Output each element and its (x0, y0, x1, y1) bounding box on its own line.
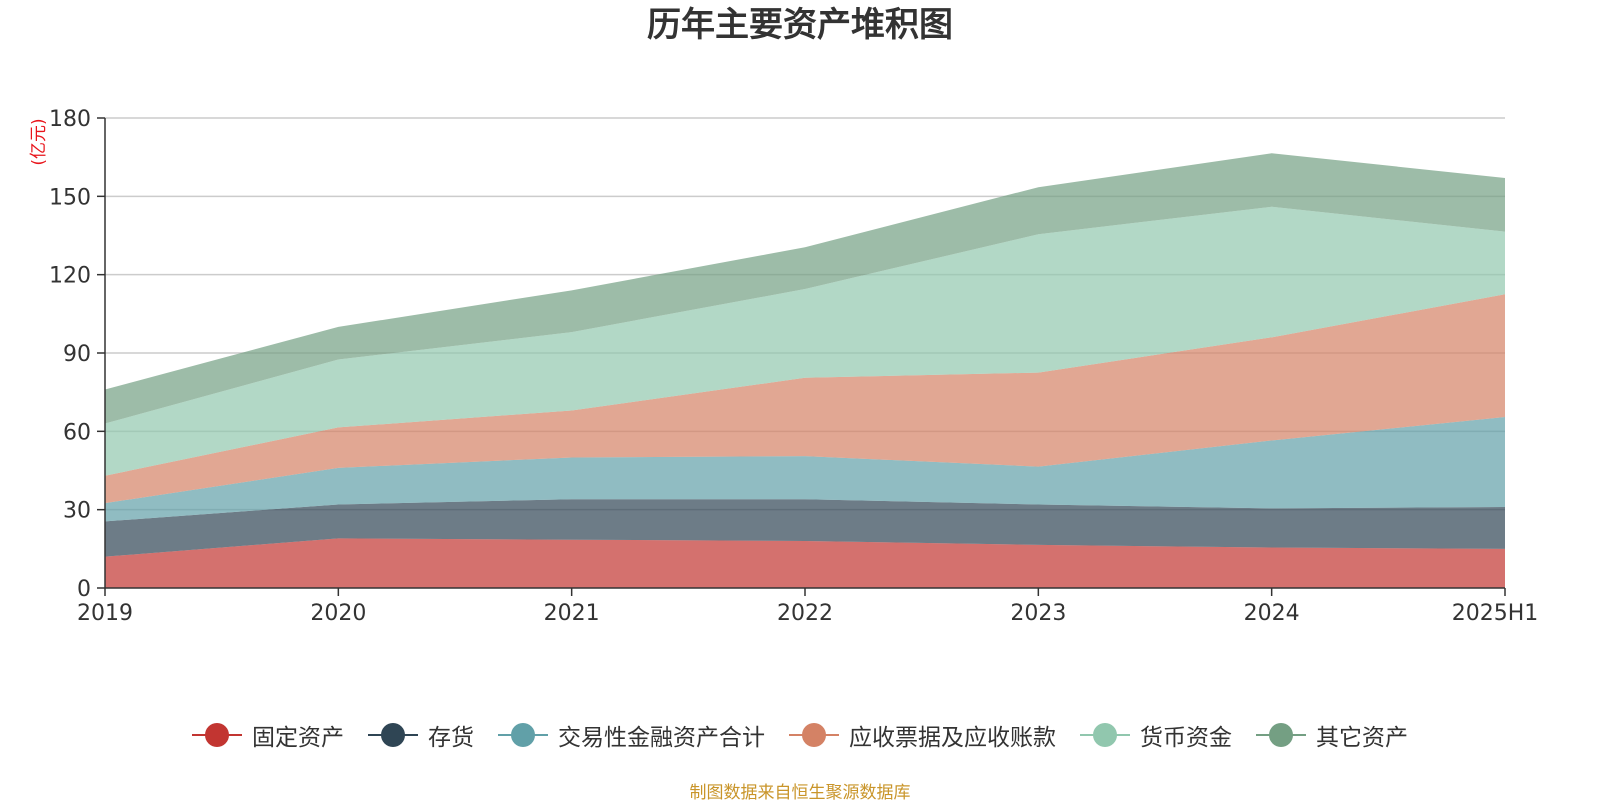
legend-item[interactable]: 交易性金融资产合计 (498, 718, 765, 752)
legend-label: 应收票据及应收账款 (849, 725, 1056, 751)
area-series-2 (105, 416, 1505, 522)
legend-marker-icon (192, 723, 242, 747)
legend-label: 货币资金 (1140, 725, 1232, 751)
y-tick-label: 180 (49, 107, 91, 132)
legend-marker-icon (368, 723, 418, 747)
legend-marker-dot (802, 723, 826, 747)
x-tick-label: 2023 (1010, 601, 1066, 626)
y-tick-label: 120 (49, 264, 91, 289)
legend-marker-dot (1093, 723, 1117, 747)
legend-marker-dot (381, 723, 405, 747)
x-tick-label: 2025H1 (1452, 601, 1539, 626)
y-tick-label: 90 (63, 342, 91, 367)
legend-item[interactable]: 存货 (368, 718, 474, 752)
legend: 固定资产 存货 交易性金融资产合计 应收票据及应收账款 货币资金 其它资产 (0, 718, 1600, 752)
y-axis-unit-label: (亿元) (29, 118, 49, 165)
legend-marker-icon (1080, 723, 1130, 747)
area-series-3 (105, 294, 1505, 504)
x-tick-label: 2020 (310, 601, 366, 626)
legend-label: 存货 (428, 725, 474, 751)
y-tick-label: 60 (63, 420, 91, 445)
legend-item[interactable]: 其它资产 (1256, 718, 1408, 752)
area-series-layer (105, 153, 1505, 588)
legend-item[interactable]: 固定资产 (192, 718, 344, 752)
area-series-5 (105, 153, 1505, 424)
legend-marker-icon (1256, 723, 1306, 747)
area-series-1 (105, 499, 1505, 557)
legend-label: 交易性金融资产合计 (558, 725, 765, 751)
y-tick-label: 0 (77, 577, 91, 602)
legend-label: 其它资产 (1316, 725, 1408, 751)
x-tick-label: 2021 (544, 601, 600, 626)
legend-marker-dot (511, 723, 535, 747)
x-tick-label: 2019 (77, 601, 133, 626)
x-tick-label: 2022 (777, 601, 833, 626)
y-tick-label: 30 (63, 499, 91, 524)
legend-label: 固定资产 (252, 725, 344, 751)
legend-item[interactable]: 货币资金 (1080, 718, 1232, 752)
legend-marker-icon (789, 723, 839, 747)
legend-marker-dot (205, 723, 229, 747)
chart-title: 历年主要资产堆积图 (647, 5, 953, 45)
axes: 0 30 60 90 120 150 180 2019 2020 2021 2022 2023 2024… (49, 107, 1538, 626)
y-tick-label: 150 (49, 185, 91, 210)
legend-marker-dot (1269, 723, 1293, 747)
area-series-0 (105, 538, 1505, 588)
legend-item[interactable]: 应收票据及应收账款 (789, 718, 1056, 752)
data-source-note: 制图数据来自恒生聚源数据库 (689, 783, 911, 803)
area-series-4 (105, 206, 1505, 476)
legend-marker-icon (498, 723, 548, 747)
x-tick-label: 2024 (1244, 601, 1300, 626)
